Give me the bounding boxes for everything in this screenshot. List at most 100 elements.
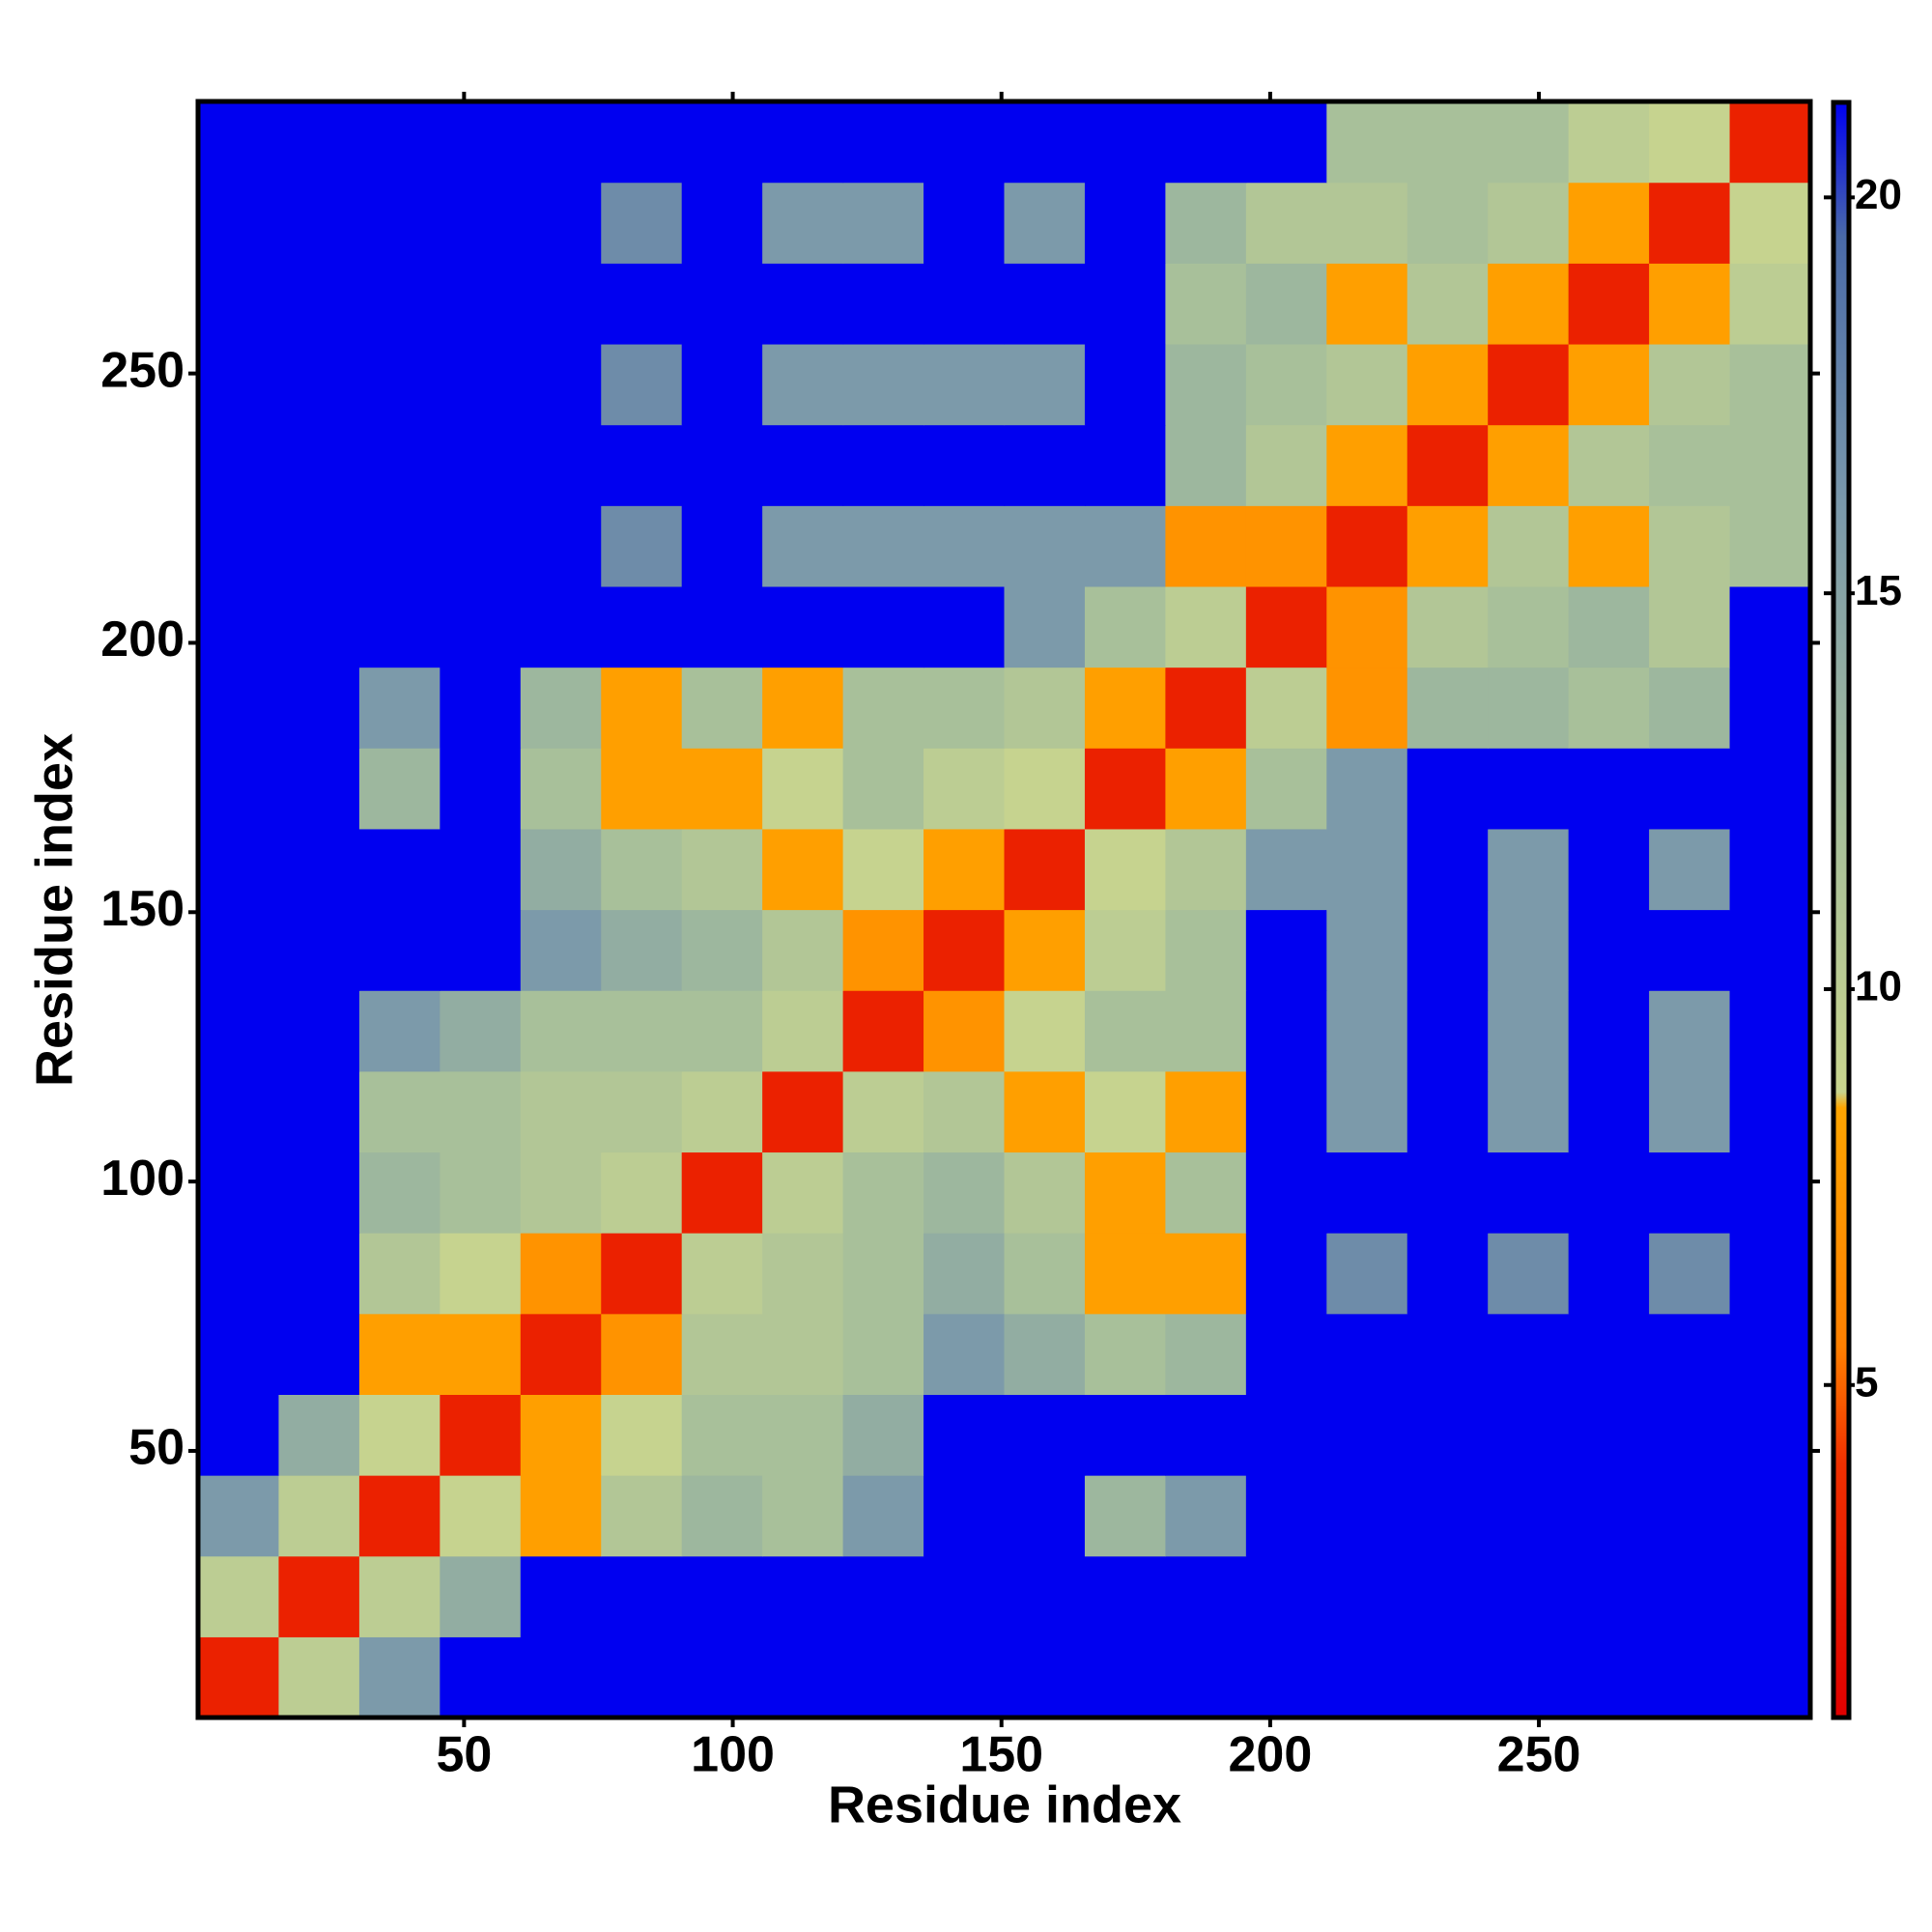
heatmap-cell <box>1649 101 1731 184</box>
heatmap-cell <box>1406 343 1489 426</box>
heatmap-cell <box>1245 1070 1327 1153</box>
heatmap-cell <box>1084 1636 1166 1719</box>
heatmap-cell <box>358 1233 440 1315</box>
heatmap-cell <box>1245 1636 1327 1719</box>
heatmap-cell <box>1245 990 1327 1072</box>
heatmap-cell <box>923 667 1006 749</box>
heatmap-cell <box>1568 1555 1650 1637</box>
heatmap-cell <box>1165 667 1247 749</box>
heatmap-cell <box>198 1555 280 1637</box>
heatmap-cell <box>1004 1555 1086 1637</box>
heatmap-cell <box>1406 101 1489 184</box>
heatmap-cell <box>1406 263 1489 345</box>
heatmap-cell <box>1326 1394 1408 1476</box>
x-tick-label: 200 <box>1229 1727 1313 1783</box>
heatmap-cell <box>923 343 1006 426</box>
heatmap-cell <box>1165 1394 1247 1476</box>
heatmap-cell <box>762 1475 844 1557</box>
heatmap-cell <box>1729 263 1811 345</box>
heatmap-cell <box>1406 748 1489 830</box>
heatmap-cell <box>601 343 683 426</box>
heatmap-cell <box>762 667 844 749</box>
heatmap-cell <box>1488 828 1570 911</box>
heatmap-cell <box>1649 1555 1731 1637</box>
heatmap-cell <box>1649 828 1731 911</box>
heatmap-cell <box>1649 909 1731 991</box>
heatmap-cell <box>1649 667 1731 749</box>
heatmap-cell <box>1729 343 1811 426</box>
heatmap-cell <box>198 505 280 587</box>
heatmap-cell <box>842 748 924 830</box>
heatmap <box>198 101 1811 1719</box>
heatmap-cell <box>1245 263 1327 345</box>
heatmap-cell <box>842 667 924 749</box>
heatmap-cell <box>681 263 763 345</box>
heatmap-cell <box>1406 909 1489 991</box>
heatmap-cell <box>923 1394 1006 1476</box>
heatmap-cell <box>1326 748 1408 830</box>
heatmap-cell <box>681 1233 763 1315</box>
heatmap-cell <box>358 990 440 1072</box>
heatmap-cell <box>1649 585 1731 668</box>
heatmap-cell <box>440 909 522 991</box>
heatmap-cell <box>358 1070 440 1153</box>
x-tick-label: 50 <box>436 1727 492 1783</box>
heatmap-cell <box>1568 909 1650 991</box>
heatmap-cell <box>1406 990 1489 1072</box>
heatmap-cell <box>601 1394 683 1476</box>
heatmap-cell <box>358 828 440 911</box>
heatmap-cell <box>1568 748 1650 830</box>
heatmap-cell <box>762 1313 844 1395</box>
heatmap-cell <box>1084 263 1166 345</box>
heatmap-cell <box>842 828 924 911</box>
heatmap-cell <box>842 909 924 991</box>
heatmap-cell <box>1245 748 1327 830</box>
heatmap-cell <box>1406 1555 1489 1637</box>
heatmap-cell <box>1568 828 1650 911</box>
heatmap-cell <box>1004 1394 1086 1476</box>
heatmap-cell <box>601 1070 683 1153</box>
heatmap-cell <box>520 585 602 668</box>
heatmap-cell <box>1326 505 1408 587</box>
heatmap-cell <box>1568 1151 1650 1234</box>
heatmap-cell <box>440 1636 522 1719</box>
heatmap-cell <box>1165 828 1247 911</box>
heatmap-cell <box>1165 585 1247 668</box>
heatmap-cell <box>681 101 763 184</box>
y-axis-label: Residue index <box>25 733 83 1087</box>
heatmap-cell <box>520 1313 602 1395</box>
heatmap-cell <box>1004 343 1086 426</box>
heatmap-cell <box>1245 1475 1327 1557</box>
heatmap-cell <box>1165 101 1247 184</box>
heatmap-cell <box>440 343 522 426</box>
heatmap-cell <box>1084 990 1166 1072</box>
heatmap-cell <box>1004 424 1086 506</box>
heatmap-cell <box>1245 828 1327 911</box>
heatmap-cell <box>1568 1475 1650 1557</box>
heatmap-cell <box>1649 990 1731 1072</box>
heatmap-cell <box>681 1394 763 1476</box>
heatmap-cell <box>681 1151 763 1234</box>
heatmap-cell <box>923 1151 1006 1234</box>
heatmap-cell <box>520 1070 602 1153</box>
x-axis-label: Residue index <box>828 1776 1181 1833</box>
heatmap-cell <box>1245 667 1327 749</box>
heatmap-cell <box>520 828 602 911</box>
heatmap-cell <box>1245 1151 1327 1234</box>
heatmap-cell <box>520 424 602 506</box>
heatmap-cell <box>520 990 602 1072</box>
heatmap-cell <box>601 1151 683 1234</box>
heatmap-cell <box>1488 1313 1570 1395</box>
heatmap-cell <box>198 1475 280 1557</box>
heatmap-cell <box>1326 828 1408 911</box>
heatmap-cell <box>842 505 924 587</box>
heatmap-cell <box>198 1233 280 1315</box>
heatmap-cell <box>1729 585 1811 668</box>
heatmap-cell <box>278 343 360 426</box>
heatmap-cell <box>762 424 844 506</box>
heatmap-cell <box>198 667 280 749</box>
heatmap-cell <box>520 263 602 345</box>
heatmap-cell <box>762 1070 844 1153</box>
heatmap-cell <box>681 990 763 1072</box>
